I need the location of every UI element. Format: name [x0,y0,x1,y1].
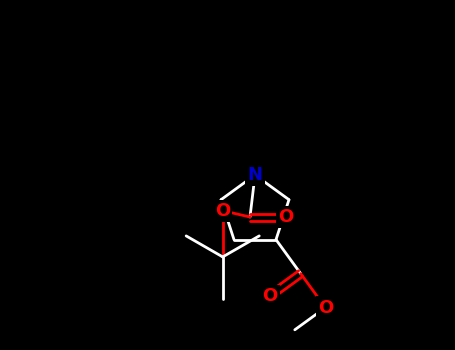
Text: O: O [278,208,293,226]
Text: N: N [248,166,263,184]
Text: O: O [215,202,230,220]
Text: O: O [318,299,333,317]
Text: O: O [263,287,278,305]
